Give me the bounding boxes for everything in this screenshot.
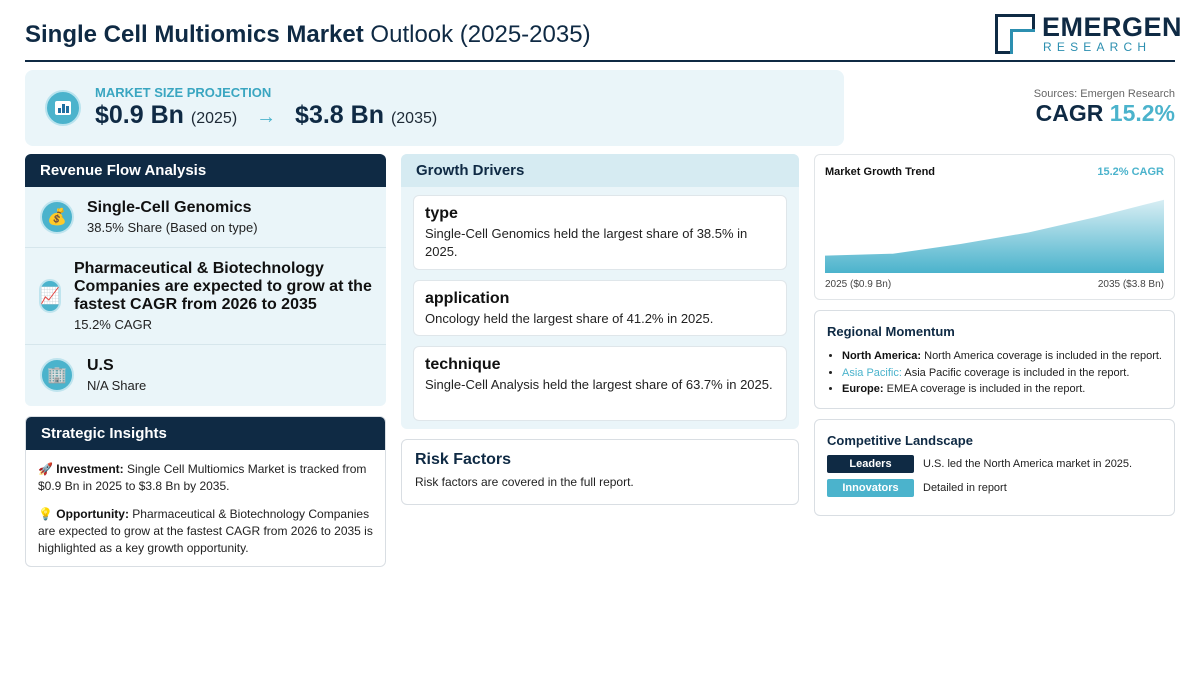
trend-cagr: 15.2% CAGR [1097, 166, 1164, 178]
competitive-landscape-panel: Competitive Landscape Leaders U.S. led t… [814, 419, 1175, 516]
revenue-flow-title: Revenue Flow Analysis [25, 154, 386, 187]
strategic-insights-title: Strategic Insights [26, 417, 385, 450]
driver-card: application Oncology held the largest sh… [413, 280, 787, 336]
region-item: North America: North America coverage is… [842, 348, 1162, 365]
revenue-item-sub: N/A Share [87, 378, 147, 393]
revenue-item-title: Single-Cell Genomics [87, 199, 252, 216]
trend-title: Market Growth Trend [825, 166, 936, 178]
driver-card: technique Single-Cell Analysis held the … [413, 346, 787, 421]
sources-note: Sources: Emergen Research [1033, 88, 1175, 100]
rocket-icon: 🚀 [38, 462, 53, 476]
end-year: (2035) [390, 110, 438, 127]
cagr-label: CAGR [1035, 100, 1104, 126]
cagr-summary: CAGR 15.2% [1036, 100, 1175, 127]
opportunity-insight: 💡 Opportunity: Pharmaceutical & Biotechn… [38, 506, 373, 557]
page-header: Single Cell Multiomics Market Outlook (2… [25, 12, 1182, 62]
innovators-text: Detailed in report [923, 482, 1007, 494]
driver-text: Single-Cell Analysis held the largest sh… [425, 377, 773, 392]
growth-area-chart [825, 199, 1164, 273]
revenue-flow-panel: Revenue Flow Analysis 💰 Single-Cell Geno… [25, 154, 386, 406]
trend-end-label: 2035 ($3.8 Bn) [1097, 279, 1164, 290]
opportunity-text: Pharmaceutical & Biotechnology Companies… [38, 507, 373, 555]
start-value: $0.9 Bn [95, 101, 184, 129]
region-text: EMEA coverage is included in the report. [886, 383, 1086, 395]
strategic-insights-panel: Strategic Insights 🚀 Investment: Single … [25, 416, 386, 567]
driver-text: Single-Cell Genomics held the largest sh… [425, 226, 748, 259]
start-year: (2025) [190, 110, 238, 127]
brand-logo: EMERGEN RESEARCH [995, 12, 1182, 56]
bar-chart-icon [45, 90, 81, 126]
leaders-text: U.S. led the North America market in 202… [923, 458, 1133, 470]
market-size-projection: MARKET SIZE PROJECTION $0.9 Bn (2025) → … [25, 70, 844, 146]
logo-sub: RESEARCH [1043, 40, 1152, 54]
trend-start-label: 2025 ($0.9 Bn) [825, 279, 892, 290]
region-item: Asia Pacific: Asia Pacific coverage is i… [842, 365, 1162, 382]
end-value: $3.8 Bn [295, 101, 384, 129]
driver-title: application [425, 290, 510, 307]
revenue-item-sub: 15.2% CAGR [74, 317, 153, 332]
regional-momentum-title: Regional Momentum [827, 324, 955, 339]
cagr-value: 15.2% [1109, 100, 1175, 126]
trend-up-icon: 📈 [39, 279, 61, 313]
investment-label: Investment: [56, 462, 124, 476]
growth-area [825, 199, 1164, 273]
money-bag-icon: 💰 [40, 200, 74, 234]
region-name: Europe: [842, 383, 884, 395]
page-title-bold: Single Cell Multiomics Market [25, 21, 364, 48]
region-text: Asia Pacific coverage is included in the… [904, 366, 1130, 379]
revenue-item: 💰 Single-Cell Genomics 38.5% Share (Base… [25, 187, 386, 248]
revenue-item-title: U.S [87, 357, 114, 374]
driver-text: Oncology held the largest share of 41.2%… [425, 311, 714, 326]
driver-title: technique [425, 356, 501, 373]
risk-factors-text: Risk factors are covered in the full rep… [415, 475, 634, 489]
revenue-item: 🏢 U.S N/A Share [25, 345, 386, 406]
risk-factors-title: Risk Factors [415, 451, 512, 468]
projection-values: $0.9 Bn (2025) → $3.8 Bn (2035) [95, 101, 437, 130]
investment-text: Single Cell Multiomics Market is tracked… [38, 462, 367, 493]
logo-name: EMERGEN [1042, 12, 1183, 42]
region-text: North America coverage is included in th… [924, 350, 1162, 362]
growth-drivers-title: Growth Drivers [401, 154, 799, 187]
logo-mark-icon [995, 14, 1035, 54]
opportunity-label: Opportunity: [56, 507, 129, 521]
region-list: North America: North America coverage is… [842, 348, 1162, 398]
revenue-item-sub: 38.5% Share (Based on type) [87, 220, 258, 235]
regional-momentum-panel: Regional Momentum North America: North A… [814, 310, 1175, 409]
lightbulb-icon: 💡 [38, 507, 53, 521]
driver-card: type Single-Cell Genomics held the large… [413, 195, 787, 270]
revenue-item: 📈 Pharmaceutical & Biotechnology Compani… [25, 248, 386, 345]
risk-factors-panel: Risk Factors Risk factors are covered in… [401, 439, 799, 505]
projection-label: MARKET SIZE PROJECTION [95, 85, 272, 100]
region-item: Europe: EMEA coverage is included in the… [842, 381, 1162, 398]
growth-drivers-panel: Growth Drivers type Single-Cell Genomics… [401, 154, 799, 429]
leaders-badge: Leaders [827, 455, 914, 473]
page-title-rest: Outlook (2025-2035) [370, 21, 591, 48]
region-name: North America: [842, 350, 922, 362]
revenue-item-title: Pharmaceutical & Biotechnology Companies… [74, 260, 372, 313]
region-name: Asia Pacific: [842, 366, 902, 379]
market-growth-trend-card: Market Growth Trend 15.2% CAGR 2025 ($0.… [814, 154, 1175, 300]
driver-title: type [425, 205, 458, 222]
competitive-landscape-title: Competitive Landscape [827, 433, 973, 448]
innovators-badge: Innovators [827, 479, 914, 497]
building-icon: 🏢 [40, 358, 74, 392]
arrow-right-icon: → [256, 106, 277, 128]
investment-insight: 🚀 Investment: Single Cell Multiomics Mar… [38, 461, 373, 495]
page-title: Single Cell Multiomics Market Outlook (2… [25, 21, 591, 49]
